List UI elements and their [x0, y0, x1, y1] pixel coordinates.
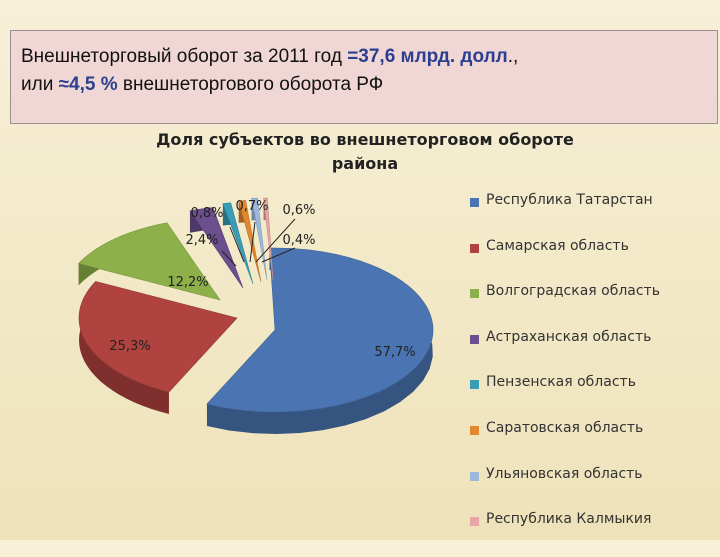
header-line2-tail: внешнеторгового оборота РФ [117, 74, 384, 95]
data-label-8: 0,4% [282, 233, 315, 248]
label-leader-line-4 [221, 250, 237, 267]
legend-swatch [470, 243, 479, 253]
pie-slice-side-2 [79, 281, 169, 415]
data-label-2: 25,3% [109, 339, 150, 354]
legend-label: Ульяновская область [486, 465, 643, 482]
legend-item-7: Ульяновская область [470, 466, 710, 512]
header-line-1: Внешнеторговый оборот за 2011 год =37,6 … [21, 43, 707, 71]
legend-label: Астраханская область [486, 328, 652, 345]
legend-label: Саратовская область [486, 419, 644, 436]
header-line1-text: Внешнеторговый оборот за 2011 год [21, 46, 348, 67]
legend-item-3: Волгоградская область [470, 283, 710, 329]
label-leader-line-6 [249, 221, 256, 263]
chart-title: Доля субъектов во внешнеторговом обороте… [130, 128, 600, 176]
legend-swatch [470, 517, 479, 527]
header-share-value: ≈4,5 % [58, 74, 118, 95]
chart-title-line-1: Доля субъектов во внешнеторговом обороте [156, 130, 574, 149]
header-turnover-value: =37,6 млрд. долл [347, 46, 508, 67]
chart-title-line-2: района [331, 154, 399, 173]
legend-swatch [470, 334, 479, 344]
legend-label: Республика Татарстан [486, 192, 653, 208]
pie-slice-2 [78, 281, 238, 393]
legend-swatch [470, 289, 479, 299]
pie-chart: 57,7% 25,3% 12,2% 2,4% 0,8% 0,7% 0,6% 0,4% [78, 197, 434, 434]
data-label-3: 12,2% [167, 275, 208, 290]
legend-item-1: Республика Татарстан [470, 192, 710, 238]
label-leader-line-8 [261, 247, 296, 263]
legend-item-4: Астраханская область [470, 329, 710, 375]
legend-label: Волгоградская область [486, 283, 660, 300]
legend-label: Республика Калмыкия [486, 511, 652, 528]
header-line1-tail: ., [507, 46, 519, 67]
legend-item-5: Пензенская область [470, 374, 710, 420]
pie-slice-6 [238, 200, 262, 283]
pie-slice-8 [263, 197, 274, 281]
chart-legend: Республика Татарстан Самарская область Вол… [470, 192, 710, 557]
legend-item-2: Самарская область [470, 238, 710, 284]
pie-slice-side-1 [206, 248, 433, 434]
header-line2-text: или [21, 74, 59, 95]
data-label-4: 2,4% [185, 233, 218, 248]
data-label-1: 57,7% [374, 345, 415, 360]
pie-slice-3 [78, 222, 221, 301]
legend-label: Пензенская область [486, 374, 636, 391]
pie-slice-1 [206, 247, 434, 413]
label-leader-line-7 [255, 218, 296, 263]
legend-swatch [470, 380, 479, 390]
data-label-7: 0,6% [282, 203, 315, 218]
data-label-6: 0,7% [235, 199, 268, 214]
pie-slice-7 [251, 197, 268, 281]
header-line-2: или ≈4,5 % внешнеторгового оборота РФ [21, 71, 707, 99]
legend-label: Самарская область [486, 237, 629, 254]
data-label-5: 0,8% [190, 206, 223, 221]
legend-swatch [470, 198, 479, 207]
label-leader-line-5 [229, 226, 245, 263]
pie-slice-4 [189, 207, 244, 289]
legend-swatch [470, 425, 479, 435]
pie-slice-5 [222, 202, 254, 285]
legend-item-6: Саратовская область [470, 420, 710, 466]
legend-swatch [470, 471, 479, 481]
header-box: Внешнеторговый оборот за 2011 год =37,6 … [10, 30, 718, 124]
legend-item-8: Республика Калмыкия [470, 511, 710, 557]
